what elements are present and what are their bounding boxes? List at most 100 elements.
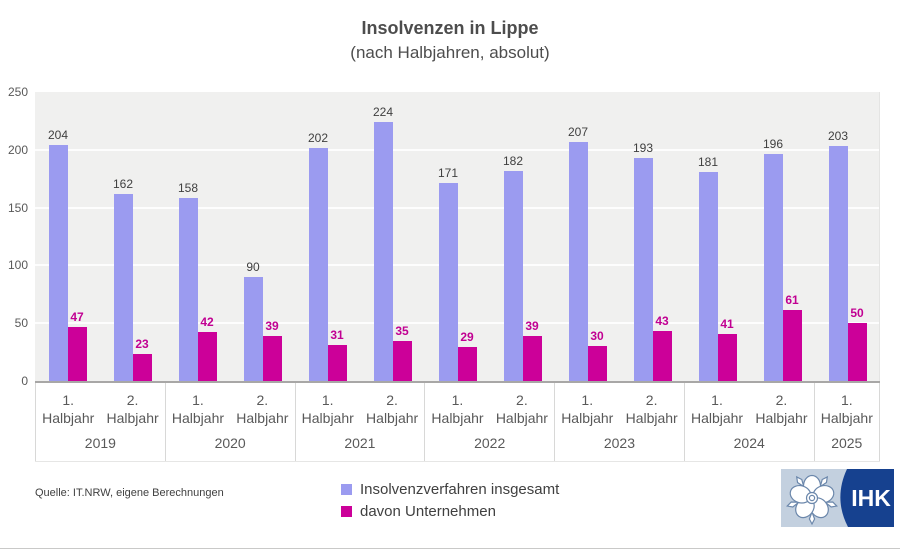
bar-group: 202 31 — [295, 92, 360, 381]
x-axis-half-label: 1. Halbjahr — [820, 392, 873, 426]
bar-companies: 31 — [327, 328, 347, 381]
legend-item: Insolvenzverfahren insgesamt — [341, 481, 559, 498]
legend-swatch — [341, 506, 352, 517]
x-axis-year-group: 1. Halbjahr 2. Halbjahr 2021 — [296, 383, 426, 461]
bar-group: 207 30 — [555, 92, 620, 381]
x-axis-half-label: 1. Halbjahr — [690, 392, 744, 426]
bar-companies: 39 — [262, 319, 282, 381]
x-axis-half-row: 1. Halbjahr 2. Halbjahr — [685, 391, 814, 427]
bar-value-label: 203 — [827, 129, 849, 144]
bar-total: 207 — [568, 125, 588, 381]
bar-value-label: 207 — [567, 124, 589, 139]
bar-companies: 30 — [587, 329, 607, 381]
bar-total: 182 — [503, 154, 523, 381]
x-axis-year-group: 1. Halbjahr 2. Halbjahr 2020 — [166, 383, 296, 461]
y-axis-tick-label: 50 — [14, 316, 28, 331]
x-axis-year-label: 2022 — [474, 435, 506, 451]
bar-value-label: 30 — [590, 329, 604, 344]
bar-companies: 35 — [392, 324, 412, 381]
lippe-rose-icon — [786, 474, 838, 526]
x-axis-half-label: 1. Halbjahr — [42, 392, 95, 426]
bar-value-label: 224 — [372, 105, 394, 120]
bar-value-label: 90 — [246, 259, 260, 274]
bar-total: 158 — [178, 181, 198, 381]
x-axis-half-row: 1. Halbjahr 2. Halbjahr — [36, 391, 165, 427]
legend-label: Insolvenzverfahren insgesamt — [360, 481, 560, 498]
bar-value-label: 39 — [525, 318, 539, 333]
chart-title: Insolvenzen in Lippe — [361, 18, 539, 38]
x-axis-year-label: 2021 — [344, 435, 376, 451]
x-axis-year-group: 1. Halbjahr 2. Halbjahr 2023 — [555, 383, 685, 461]
bar-total: 90 — [243, 260, 263, 381]
bar-total: 162 — [113, 177, 133, 381]
x-axis-year-label: 2020 — [214, 435, 246, 451]
x-axis-year-group: 1. Halbjahr 2. Halbjahr 2024 — [685, 383, 815, 461]
x-axis-half-label: 1. Halbjahr — [171, 392, 225, 426]
bar-companies: 43 — [652, 314, 672, 381]
bar-value-label: 181 — [697, 154, 719, 169]
bar-group: 196 61 — [750, 92, 815, 381]
x-axis-half-label: 1. Halbjahr — [301, 392, 354, 426]
x-axis-half-label: 2. Halbjahr — [366, 392, 419, 426]
bar-group: 204 47 — [35, 92, 100, 381]
bar-value-label: 29 — [460, 330, 474, 345]
x-axis-half-label: 2. Halbjahr — [236, 392, 289, 426]
legend-label: davon Unternehmen — [360, 503, 496, 520]
x-axis-half-label: 2. Halbjahr — [495, 392, 548, 426]
gridline — [35, 148, 879, 151]
x-axis-line — [35, 381, 880, 383]
x-axis-year-group: 1. Halbjahr 2025 — [815, 383, 880, 461]
x-axis-half-row: 1. Halbjahr 2. Halbjahr — [555, 391, 684, 427]
y-axis: 0 50 100 150 200 250 — [0, 0, 30, 400]
bar-value-label: 61 — [785, 293, 799, 308]
bar-total: 224 — [373, 105, 393, 381]
bar-value-label: 31 — [330, 328, 344, 343]
bar-value-label: 162 — [112, 176, 134, 191]
bar-companies: 41 — [717, 317, 737, 381]
bar-value-label: 202 — [307, 130, 329, 145]
bar-value-label: 204 — [47, 128, 69, 143]
y-axis-tick-label: 200 — [7, 142, 28, 157]
x-axis-half-label: 2. Halbjahr — [625, 392, 678, 426]
bar-total: 171 — [438, 166, 458, 381]
bar-value-label: 182 — [502, 153, 524, 168]
x-axis-year-label: 2019 — [84, 435, 116, 451]
x-axis-half-row: 1. Halbjahr 2. Halbjahr — [166, 391, 295, 427]
bar-companies: 50 — [847, 306, 867, 381]
x-axis-labels: 1. Halbjahr 2. Halbjahr 2019 1. Halbjahr 2. … — [35, 383, 880, 462]
bar-value-label: 50 — [850, 306, 864, 321]
bar-total: 203 — [828, 129, 848, 381]
y-axis-tick-label: 150 — [7, 200, 28, 215]
x-axis-half-row: 1. Halbjahr 2. Halbjahr — [425, 391, 554, 427]
x-axis-year-label: 2024 — [733, 435, 765, 451]
bar-group: 181 41 — [685, 92, 750, 381]
bar-value-label: 42 — [200, 315, 214, 330]
y-axis-tick-label: 250 — [7, 85, 28, 99]
x-axis-half-label: 2. Halbjahr — [106, 392, 159, 426]
x-axis-half-label: 1. Halbjahr — [431, 392, 484, 426]
ihk-logo: IHK — [781, 469, 894, 527]
bar-total: 202 — [308, 131, 328, 381]
bar-value-label: 196 — [762, 137, 784, 152]
bar-value-label: 41 — [720, 316, 734, 331]
source-note: Quelle: IT.NRW, eigene Berechnungen — [35, 487, 224, 499]
y-axis-tick-label: 100 — [7, 258, 28, 273]
x-axis-half-label: 2. Halbjahr — [755, 392, 808, 426]
ihk-logo-blue-panel — [840, 469, 894, 527]
bar-group: 182 39 — [490, 92, 555, 381]
x-axis-year-group: 1. Halbjahr 2. Halbjahr 2022 — [425, 383, 556, 461]
bar-companies: 29 — [457, 330, 477, 381]
y-axis-tick-label: 0 — [21, 374, 28, 388]
bar-total: 181 — [698, 155, 718, 381]
ihk-logo-text: IHK — [851, 485, 891, 511]
bar-total: 196 — [763, 137, 783, 381]
x-axis-half-row: 1. Halbjahr — [815, 391, 879, 427]
x-axis-year-label: 2025 — [831, 435, 863, 451]
bar-group: 193 43 — [620, 92, 685, 381]
legend-swatch — [341, 484, 352, 495]
bar-value-label: 23 — [135, 337, 149, 352]
bar-group: 90 39 — [230, 92, 295, 381]
bar-group: 162 23 — [100, 92, 165, 381]
bar-value-label: 171 — [437, 166, 459, 181]
bar-value-label: 39 — [265, 318, 279, 333]
